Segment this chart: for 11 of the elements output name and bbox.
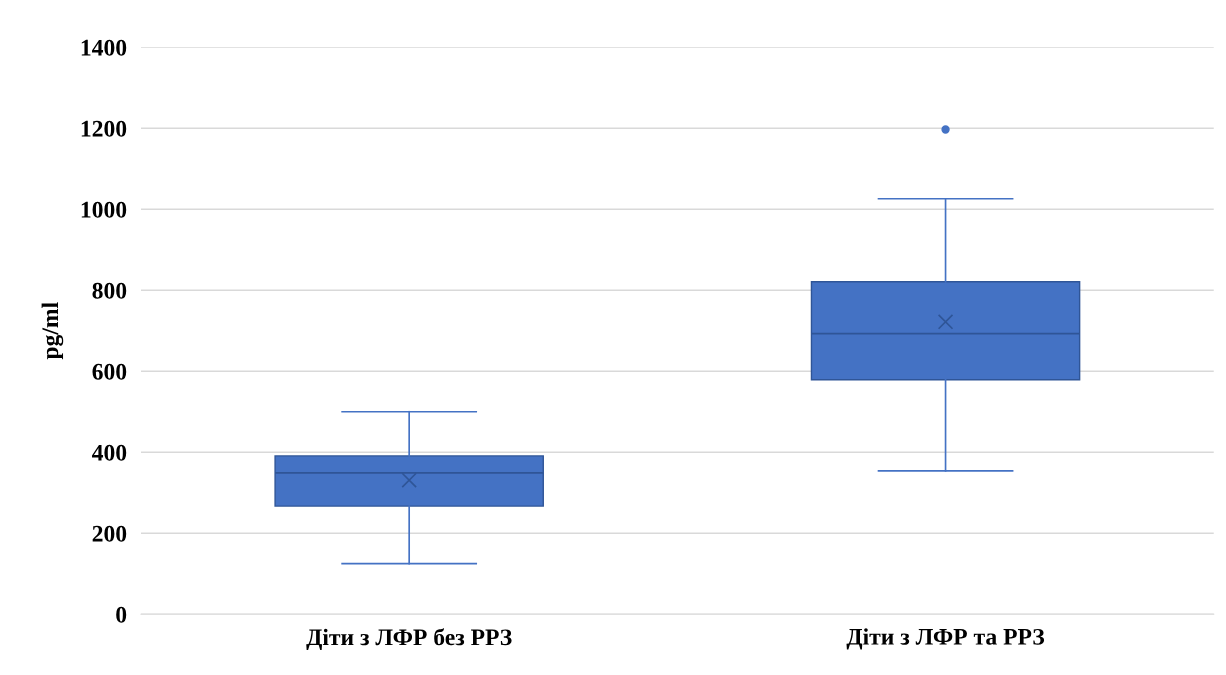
y-tick-label: 1200 [81, 120, 127, 137]
y-axis-title: pg/ml [41, 302, 64, 360]
y-tick-label: 200 [92, 525, 127, 542]
x-tick-label: Діти з ЛФР без РРЗ [306, 628, 512, 651]
y-tick-label: 800 [92, 282, 127, 299]
y-tick-label: 1400 [81, 39, 127, 56]
y-tick-label: 1000 [81, 201, 127, 218]
y-tick-label: 0 [116, 606, 127, 623]
y-tick-label: 400 [92, 444, 127, 461]
y-tick-label: 600 [92, 363, 127, 380]
x-tick-label: Діти з ЛФР та РРЗ [846, 628, 1045, 650]
